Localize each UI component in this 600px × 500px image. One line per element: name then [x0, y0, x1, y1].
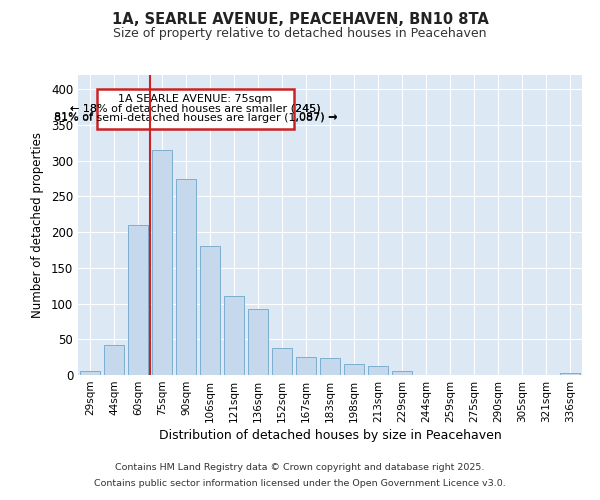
Text: Size of property relative to detached houses in Peacehaven: Size of property relative to detached ho…	[113, 28, 487, 40]
Y-axis label: Number of detached properties: Number of detached properties	[31, 132, 44, 318]
Text: ← 18% of detached houses are smaller (245): ← 18% of detached houses are smaller (24…	[70, 104, 321, 114]
Bar	[128, 225, 148, 375]
Bar	[80, 372, 100, 375]
Bar	[344, 364, 364, 375]
Text: 81% of semi-detached houses are larger (1,087) →: 81% of semi-detached houses are larger (…	[54, 113, 337, 123]
Bar	[320, 358, 340, 375]
Bar	[560, 373, 580, 375]
Bar	[152, 150, 172, 375]
Text: Contains public sector information licensed under the Open Government Licence v3: Contains public sector information licen…	[94, 478, 506, 488]
Bar	[272, 348, 292, 375]
Text: 1A, SEARLE AVENUE, PEACEHAVEN, BN10 8TA: 1A, SEARLE AVENUE, PEACEHAVEN, BN10 8TA	[112, 12, 488, 28]
X-axis label: Distribution of detached houses by size in Peacehaven: Distribution of detached houses by size …	[158, 429, 502, 442]
Bar	[104, 345, 124, 375]
Bar	[296, 357, 316, 375]
Bar	[176, 178, 196, 375]
Text: 1A SEARLE AVENUE: 75sqm: 1A SEARLE AVENUE: 75sqm	[118, 94, 273, 104]
Text: ← 18% of detached houses are smaller (245): ← 18% of detached houses are smaller (24…	[70, 104, 321, 114]
FancyBboxPatch shape	[97, 90, 294, 128]
Bar	[368, 366, 388, 375]
Text: 81% of semi-detached houses are larger (1,087) →: 81% of semi-detached houses are larger (…	[54, 112, 337, 122]
Text: 1A SEARLE AVENUE: 75sqm: 1A SEARLE AVENUE: 75sqm	[118, 94, 273, 104]
Bar	[224, 296, 244, 375]
Bar	[392, 372, 412, 375]
Bar	[248, 310, 268, 375]
Bar	[200, 246, 220, 375]
Text: Contains HM Land Registry data © Crown copyright and database right 2025.: Contains HM Land Registry data © Crown c…	[115, 464, 485, 472]
